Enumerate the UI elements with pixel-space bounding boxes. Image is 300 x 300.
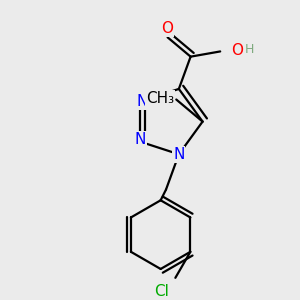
Text: N: N xyxy=(135,132,146,147)
Text: CH₃: CH₃ xyxy=(146,91,174,106)
Text: O: O xyxy=(162,21,174,36)
Text: H: H xyxy=(245,43,254,56)
Text: O: O xyxy=(231,43,243,58)
Text: N: N xyxy=(173,147,184,162)
Text: N: N xyxy=(137,94,148,109)
Text: Cl: Cl xyxy=(154,284,169,299)
